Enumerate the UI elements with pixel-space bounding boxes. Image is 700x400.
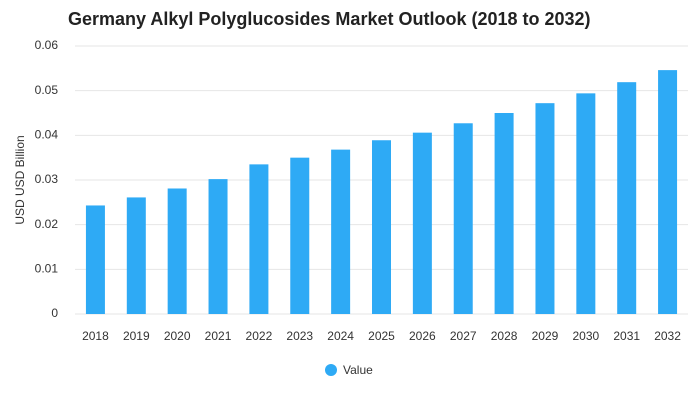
bar: [167, 188, 187, 314]
x-tick-label: 2026: [409, 329, 436, 343]
bar: [576, 93, 596, 314]
y-tick-label: 0.04: [35, 128, 59, 142]
x-tick-label: 2024: [327, 329, 354, 343]
y-tick-label: 0.05: [35, 83, 59, 97]
x-tick-label: 2019: [123, 329, 150, 343]
y-tick-label: 0.02: [35, 217, 59, 231]
bar: [535, 103, 555, 314]
bar: [85, 205, 105, 314]
bar: [208, 179, 228, 314]
y-tick-label: 0.03: [35, 172, 59, 186]
x-tick-label: 2027: [450, 329, 477, 343]
y-tick-label: 0.01: [35, 262, 59, 276]
bar: [617, 82, 637, 315]
bar: [331, 149, 351, 314]
bar: [658, 70, 678, 315]
bar: [494, 113, 514, 314]
x-tick-label: 2031: [613, 329, 640, 343]
x-tick-label: 2020: [164, 329, 191, 343]
bar: [290, 157, 310, 314]
x-tick-label: 2023: [286, 329, 313, 343]
x-tick-label: 2029: [532, 329, 559, 343]
bar: [249, 164, 269, 314]
x-tick-label: 2018: [82, 329, 109, 343]
x-tick-label: 2022: [246, 329, 273, 343]
y-axis-label: USD USD Billion: [13, 135, 27, 224]
legend-label: Value: [343, 363, 373, 377]
chart-title: Germany Alkyl Polyglucosides Market Outl…: [68, 9, 591, 29]
bar: [372, 140, 391, 314]
y-tick-label: 0: [51, 306, 58, 320]
bar: [126, 197, 146, 314]
y-tick-label: 0.06: [35, 38, 59, 52]
bar: [453, 123, 473, 314]
x-tick-label: 2028: [491, 329, 518, 343]
x-tick-label: 2030: [572, 329, 599, 343]
x-tick-label: 2025: [368, 329, 395, 343]
bar: [412, 132, 432, 314]
x-tick-label: 2032: [654, 329, 681, 343]
x-tick-label: 2021: [205, 329, 232, 343]
legend-marker: [325, 364, 337, 376]
